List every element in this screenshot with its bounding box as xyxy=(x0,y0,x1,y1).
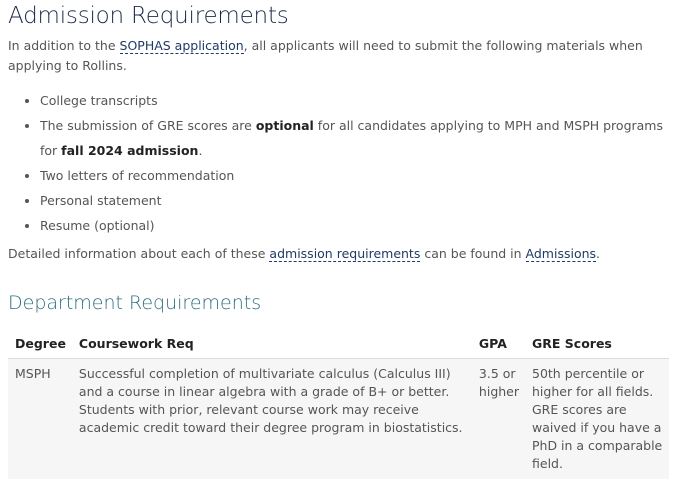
list-item: The submission of GRE scores are optiona… xyxy=(40,113,670,163)
header-gre: GRE Scores xyxy=(525,330,669,359)
header-degree: Degree xyxy=(8,330,72,359)
admissions-link[interactable]: Admissions xyxy=(526,246,597,262)
requirements-list: College transcripts The submission of GR… xyxy=(22,88,670,238)
table-row: MSPH Successful completion of multivaria… xyxy=(8,359,669,479)
cell-gre: 50th percentile or higher for all fields… xyxy=(525,359,669,479)
cell-degree: MSPH xyxy=(8,359,72,479)
cell-coursework: Successful completion of multivariate ca… xyxy=(72,359,472,479)
cell-gpa: 3.5 or higher xyxy=(472,359,525,479)
header-gpa: GPA xyxy=(472,330,525,359)
detail-paragraph: Detailed information about each of these… xyxy=(8,244,600,264)
intro-paragraph: In addition to the SOPHAS application, a… xyxy=(8,36,668,76)
list-item: Personal statement xyxy=(40,188,670,213)
header-coursework: Coursework Req xyxy=(72,330,472,359)
list-item: College transcripts xyxy=(40,88,670,113)
list-item: Resume (optional) xyxy=(40,213,670,238)
list-item: Two letters of recommendation xyxy=(40,163,670,188)
page-title: Admission Requirements xyxy=(8,3,289,29)
department-title: Department Requirements xyxy=(8,292,261,314)
admission-requirements-link[interactable]: admission requirements xyxy=(269,246,420,262)
sophas-application-link[interactable]: SOPHAS application xyxy=(120,38,244,54)
department-table: Degree Coursework Req GPA GRE Scores MSP… xyxy=(8,330,669,479)
